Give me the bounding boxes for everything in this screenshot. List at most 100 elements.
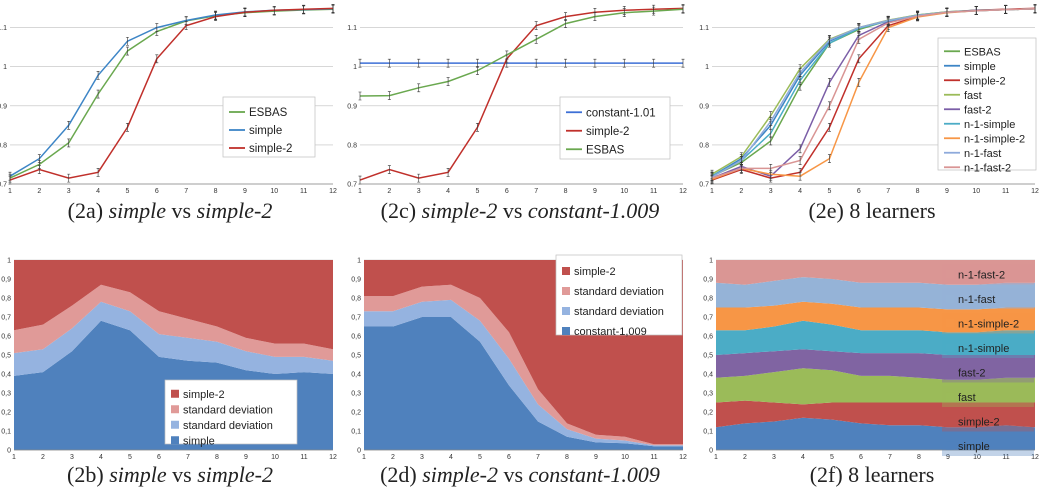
legend-label: n-1-fast [964,148,1001,160]
y-tick-label: 0.9 [699,103,709,110]
x-tick-label: 12 [1031,454,1039,461]
x-tick-label: 4 [449,454,453,461]
y-tick-label: 0,3 [351,391,361,398]
error-bar [857,54,861,64]
legend-swatch [946,294,954,303]
line-series-2 [9,7,334,181]
x-tick-label: 4 [446,188,450,195]
error-bar [446,167,450,177]
legend-label: standard deviation [183,404,273,416]
error-bar [37,165,41,174]
legend-row-band [942,435,1034,456]
x-tick-label: 9 [244,454,248,461]
y-tick-label: 1 [353,64,357,71]
legend-label: fast [958,392,976,404]
y-tick-label: 0.7 [699,182,709,189]
legend-label: simple-2 [586,126,629,138]
x-tick-label: 10 [973,454,981,461]
legend-swatch [946,392,954,401]
error-bar [475,122,479,132]
y-tick-label: 0,7 [703,315,713,322]
y-tick-label: 1 [357,258,361,265]
legend-label: simple-2 [183,389,225,401]
legend-label: simple-2 [249,143,292,155]
x-tick-label: 8 [565,454,569,461]
x-tick-label: 6 [507,454,511,461]
error-bar [681,58,685,68]
chart-2e: 0.70.80.911.11 2 3 4 5 6 7 8 9 10 11 12ESBASsimples… [699,4,1039,195]
legend: constant-1.01 simple-2 ESBAS [559,96,671,160]
figure-caption: (2e) 8 learners [702,198,1042,224]
x-tick-label: 12 [1031,188,1039,195]
y-tick-label: 0,1 [1,429,11,436]
legend-row-band [942,411,1034,432]
x-tick-label: 10 [621,454,629,461]
x-tick-label: 9 [593,188,597,195]
legend-row-band [942,264,1034,285]
x-tick-label: 5 [476,188,480,195]
y-tick-label: 0.7 [0,182,7,189]
y-tick-label: 0,9 [1,277,11,284]
x-tick-label: 11 [1002,454,1009,461]
legend-label: standard deviation [183,420,273,432]
x-tick-label: 1 [358,188,362,195]
legend-row-band [942,386,1034,407]
y-tick-label: 0,1 [703,429,713,436]
y-tick-label: 0.9 [347,103,357,110]
error-bar [96,70,100,80]
error-bar [827,78,831,87]
error-bar [798,144,802,154]
error-bar [358,91,362,101]
legend-swatch [946,319,954,328]
legend-swatch [562,287,570,295]
area-series-1 [14,301,333,376]
caption-italic1: simple-2 [421,198,498,223]
y-tick-label: 1.1 [347,25,357,32]
legend-label: simple [958,441,990,453]
caption-italic1: simple [108,198,167,223]
legend-label: n-1-fast-2 [958,269,1005,281]
legend-swatch [171,389,179,398]
error-bar [827,122,831,132]
error-bar [417,173,421,183]
error-bar [184,21,188,30]
error-bar [564,58,568,68]
x-tick-label: 2 [387,188,391,195]
area-series-3 [716,349,1035,380]
x-tick-label: 5 [828,188,832,195]
error-bar [593,58,597,68]
x-tick-label: 2 [37,188,41,195]
error-bar [302,4,306,14]
legend-row-band [942,313,1034,334]
error-bar [974,6,978,16]
y-tick-label: 0,9 [703,277,713,284]
x-tick-label: 12 [329,188,337,195]
x-tick-label: 4 [801,454,805,461]
error-bar [857,34,861,44]
error-bar [534,21,538,30]
error-bar [446,58,450,68]
y-tick-label: 0.8 [0,142,7,149]
y-tick-label: 0,2 [1,410,11,417]
y-tick-label: 0,2 [703,410,713,417]
x-tick-label: 7 [886,188,890,195]
error-bar [37,154,41,163]
x-tick-label: 6 [857,188,861,195]
legend-label: n-1-fast-2 [964,162,1011,174]
x-tick-label: 5 [128,454,132,461]
x-tick-label: 1 [12,454,16,461]
x-tick-label: 2 [739,188,743,195]
error-bar [652,6,656,16]
legend-label: n-1-simple [958,343,1009,355]
error-bar [214,12,218,21]
y-tick-label: 0,5 [1,353,11,360]
legend-label: ESBAS [964,46,1001,58]
y-tick-label: 1.1 [699,25,709,32]
legend-label: n-1-simple [964,119,1015,131]
legend-label: n-1-simple-2 [958,318,1019,330]
y-tick-label: 0,7 [351,315,361,322]
x-tick-label: 5 [478,454,482,461]
figure-caption: (2c) simple-2 vs constant-1.009 [350,198,690,224]
legend-row-band [942,337,1034,358]
caption-italic2: constant-1.009 [527,198,660,223]
